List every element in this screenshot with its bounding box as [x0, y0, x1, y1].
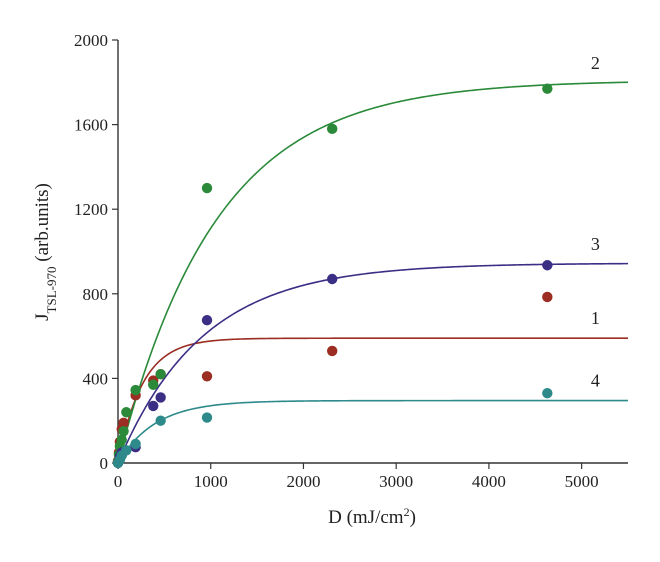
data-point-1 [542, 291, 553, 303]
x-tick-label: 3000 [379, 472, 413, 491]
data-point-3 [155, 392, 166, 403]
data-point-2 [542, 83, 553, 94]
data-point-1 [118, 417, 129, 429]
x-axis-label: D (mJ/cm2) [328, 505, 416, 528]
x-tick-label: 1000 [194, 472, 228, 491]
data-point-4 [130, 438, 141, 450]
y-tick-label: 1200 [74, 200, 108, 219]
curve-label-1: 1 [591, 308, 600, 328]
x-tick-label: 4000 [472, 472, 506, 491]
fit-curves [117, 81, 629, 464]
y-tick-label: 2000 [74, 31, 108, 50]
curve-labels: 1 2 3 4 [591, 53, 600, 390]
fit-curve-4 [117, 399, 628, 464]
data-point-4 [542, 388, 553, 399]
curve-label-2: 2 [591, 53, 600, 73]
curve-label-3: 3 [591, 234, 600, 254]
data-point-2 [155, 368, 166, 380]
data-point-2 [148, 379, 159, 390]
data-points [112, 83, 553, 469]
y-tick-label: 400 [83, 369, 109, 388]
data-point-2 [201, 182, 213, 194]
data-point-1 [201, 371, 213, 382]
data-point-1 [327, 345, 338, 357]
x-tick-label: 2000 [286, 472, 320, 491]
data-point-4 [121, 445, 132, 456]
fit-curve-1 [117, 337, 628, 464]
y-tick-label: 1600 [74, 116, 108, 135]
data-point-3 [327, 273, 338, 285]
data-point-3 [148, 400, 159, 412]
y-tick-label: 0 [100, 454, 109, 473]
data-point-2 [327, 123, 338, 135]
data-point-2 [118, 426, 129, 437]
x-tick-label: 0 [114, 472, 123, 491]
curve-label-4: 4 [591, 371, 600, 391]
data-point-3 [542, 260, 553, 271]
data-point-3 [201, 315, 213, 326]
y-axis-label: JTSL-970 (arb.units) [32, 183, 59, 321]
data-point-4 [155, 415, 166, 426]
fit-curve-2 [117, 81, 629, 464]
y-tick-label: 800 [83, 285, 109, 304]
data-point-4 [201, 412, 213, 423]
data-point-2 [130, 384, 141, 396]
axes: 0 400 800 1200 1600 2000 0 1000 2000 3000 4000 5000 [74, 31, 628, 491]
data-point-2 [116, 434, 127, 445]
data-point-2 [121, 407, 132, 418]
fit-curve-3 [117, 262, 629, 464]
x-tick-label: 5000 [565, 472, 599, 491]
